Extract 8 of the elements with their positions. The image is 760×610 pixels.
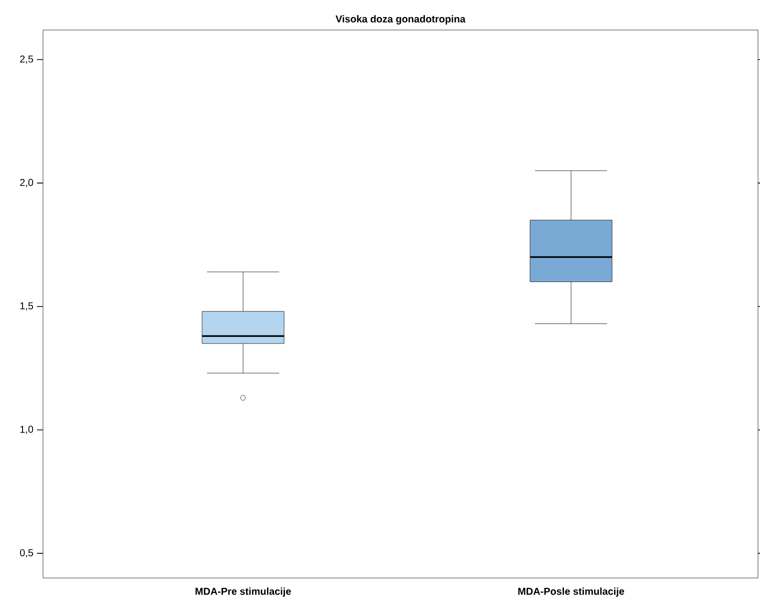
- y-tick-label: 2,5: [20, 56, 34, 64]
- y-tick-label: 1,5: [20, 302, 34, 311]
- x-tick-label: MDA-Pre stimulacije: [196, 588, 291, 597]
- y-tick-label: 2,0: [20, 178, 34, 188]
- x-tick-label: MDA-Posle stimulacije: [518, 588, 624, 597]
- y-tick-label: 1,0: [20, 426, 34, 434]
- chart-title: Visoka doza gonadotropina: [336, 15, 466, 24]
- y-tick-label: 0,5: [20, 549, 34, 558]
